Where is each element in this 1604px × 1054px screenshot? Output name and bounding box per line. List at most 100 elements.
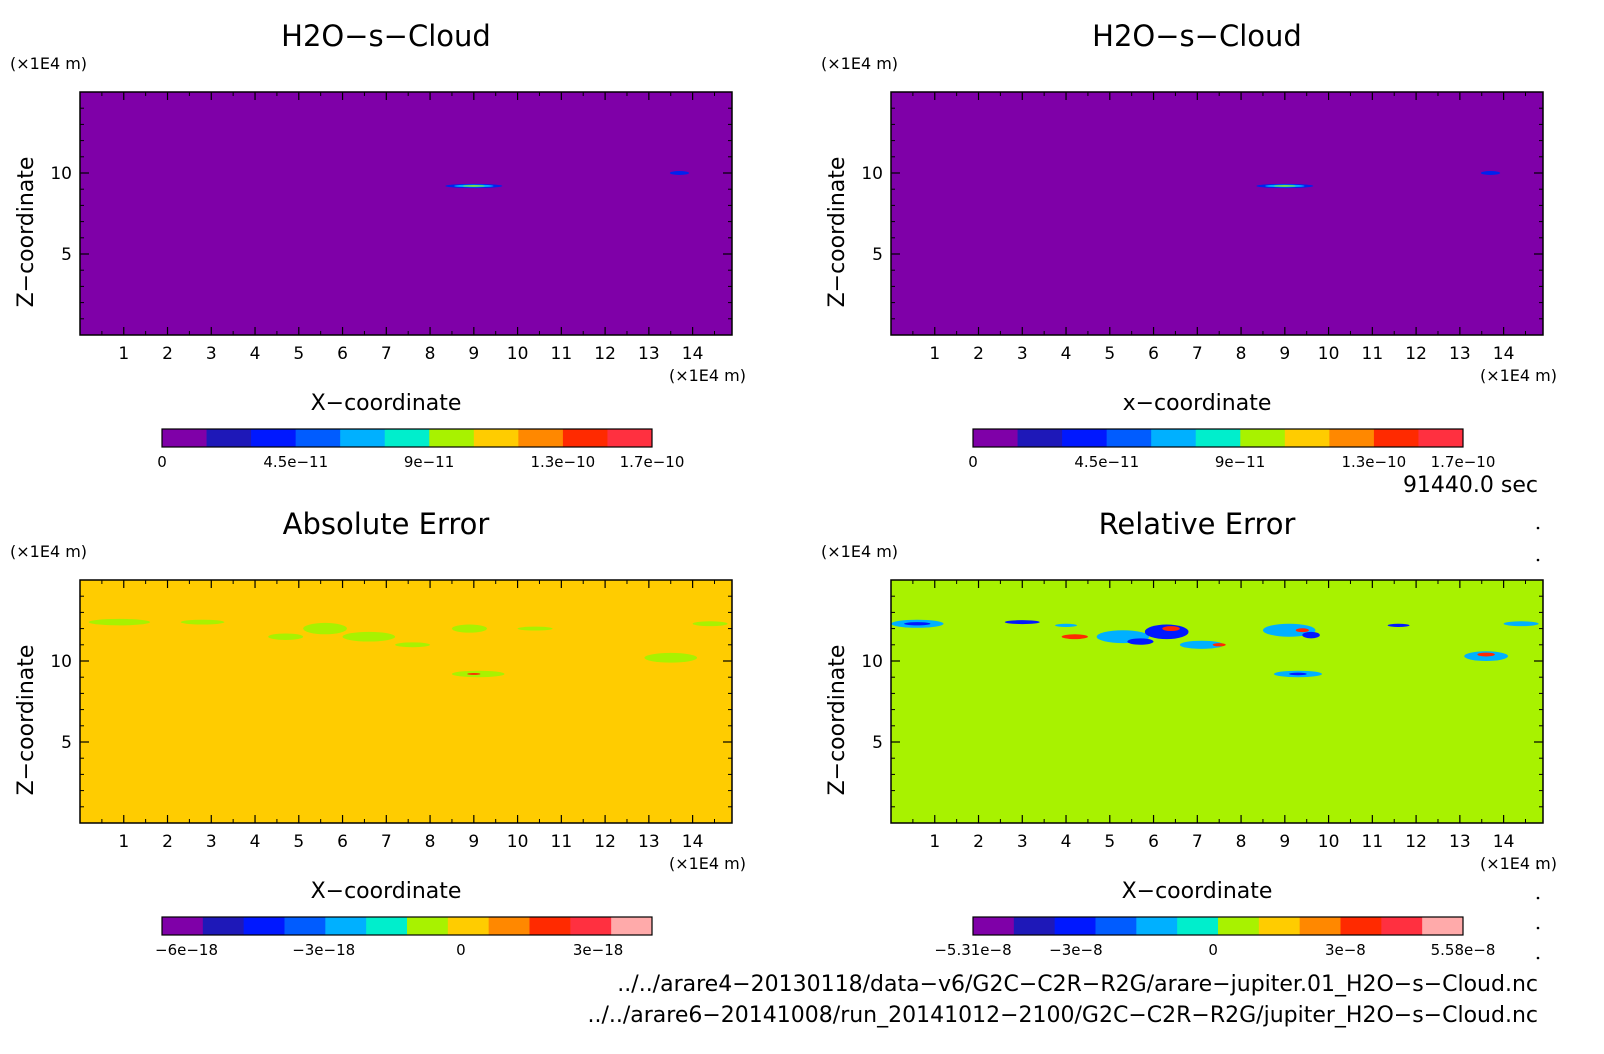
x-tick-label: 1 — [929, 344, 940, 364]
y-axis-label: Z−coordinate — [14, 645, 39, 796]
colorbar-frame — [972, 916, 1464, 936]
x-tick-label: 14 — [1493, 832, 1515, 852]
field-feature — [1004, 620, 1040, 625]
x-tick-label: 3 — [1017, 832, 1028, 852]
colorbar-swatch — [1062, 429, 1108, 447]
x-tick-label: 6 — [337, 832, 348, 852]
x-tick-label: 3 — [1017, 344, 1028, 364]
plot-background — [80, 580, 732, 823]
y-tick-label: 5 — [61, 733, 72, 753]
x-tick-label: 10 — [1318, 344, 1340, 364]
x-tick-label: 5 — [293, 344, 304, 364]
colorbar-swatch — [1340, 917, 1382, 935]
field-feature — [462, 185, 485, 187]
colorbar-swatch — [325, 917, 367, 935]
colorbar-swatch — [1054, 917, 1096, 935]
colorbar-swatch — [1218, 917, 1260, 935]
y-tick-label: 10 — [50, 652, 72, 672]
colorbar-swatch — [562, 429, 608, 447]
field-feature — [517, 626, 553, 631]
x-tick-label: 12 — [594, 344, 616, 364]
field-feature — [342, 631, 396, 642]
colorbar-tick-label: 5.58e−8 — [1431, 941, 1496, 959]
x-tick-label: 14 — [682, 344, 704, 364]
colorbar-tick-label: 0 — [968, 453, 978, 471]
x-tick-label: 1 — [929, 832, 940, 852]
colorbar-tick-label: 9e−11 — [404, 453, 454, 471]
y-unit-label: (×1E4 m) — [821, 542, 898, 561]
colorbar-swatch — [206, 429, 252, 447]
field-features — [445, 171, 690, 189]
x-axis-label: X−coordinate — [311, 879, 462, 904]
colorbar-swatch — [1177, 917, 1219, 935]
x-tick-label: 7 — [1192, 832, 1203, 852]
x-tick-label: 5 — [293, 832, 304, 852]
x-tick-label: 9 — [1279, 832, 1290, 852]
x-tick-label: 4 — [1061, 832, 1072, 852]
x-tick-label: 11 — [1362, 344, 1384, 364]
x-tick-label: 13 — [638, 344, 660, 364]
x-axis-label: X−coordinate — [1122, 879, 1273, 904]
y-tick-label: 5 — [61, 245, 72, 265]
y-unit-label: (×1E4 m) — [10, 542, 87, 561]
colorbar-swatch — [1329, 429, 1375, 447]
colorbar-tick-label: −5.31e−8 — [934, 941, 1011, 959]
colorbar-swatch — [1017, 429, 1063, 447]
plot-background — [80, 92, 732, 335]
colorbar: −6e−18 −3e−18 0 3e−18 — [155, 916, 653, 959]
colorbar-swatch — [518, 429, 564, 447]
colorbar-swatch — [1258, 917, 1301, 935]
plot-frame — [890, 91, 1544, 336]
plot-background — [891, 92, 1543, 335]
field-feature — [467, 672, 481, 675]
colorbar-tick-label: 1.7e−10 — [1431, 453, 1496, 471]
field-features — [891, 619, 1539, 678]
x-tick-label: 10 — [507, 344, 529, 364]
panels: H2O−s−Cloud(×1E4 m)1 2 3 4 5 6 7 8 9 10 11 12 13 1451… — [10, 19, 1557, 959]
field-feature — [1162, 626, 1180, 632]
x-tick-label: 13 — [1449, 832, 1471, 852]
x-axis-label: X−coordinate — [311, 391, 462, 416]
field-feature — [1179, 640, 1224, 649]
colorbar-tick-label: −6e−18 — [155, 941, 218, 959]
colorbar-frame — [161, 916, 653, 936]
colorbar-swatch — [1422, 917, 1464, 935]
margin-dots — [1536, 526, 1540, 960]
field-feature — [644, 652, 697, 663]
colorbar-swatch — [1195, 429, 1241, 447]
x-tick-label: 13 — [638, 832, 660, 852]
colorbar-swatch — [1095, 917, 1137, 935]
x-unit-label: (×1E4 m) — [1480, 854, 1557, 873]
y-tick-label: 10 — [861, 164, 883, 184]
field-feature — [1212, 643, 1226, 647]
plot-frame — [79, 579, 733, 824]
colorbar-swatch — [1373, 429, 1419, 447]
x-tick-label: 2 — [973, 344, 984, 364]
x-tick-label: 12 — [1405, 344, 1427, 364]
y-tick-label: 5 — [872, 733, 883, 753]
x-tick-label: 2 — [162, 832, 173, 852]
field-feature — [904, 622, 931, 626]
colorbar: 0 4.5e−11 9e−11 1.3e−10 1.7e−10 — [968, 428, 1496, 471]
colorbar-tick-label: 0 — [157, 453, 167, 471]
x-tick-label: 8 — [1236, 832, 1247, 852]
colorbar-swatch — [251, 429, 297, 447]
x-tick-label: 1 — [118, 344, 129, 364]
colorbar-tick-label: 9e−11 — [1215, 453, 1265, 471]
colorbar-tick-label: 3e−8 — [1325, 941, 1366, 959]
field-feature — [268, 633, 304, 640]
colorbar-swatch — [529, 917, 571, 935]
x-tick-label: 4 — [250, 832, 261, 852]
x-unit-label: (×1E4 m) — [669, 366, 746, 385]
y-axis-label: Z−coordinate — [14, 157, 39, 308]
colorbar-tick-label: 1.3e−10 — [530, 453, 595, 471]
x-tick-label: 6 — [1148, 832, 1159, 852]
field-feature — [1387, 623, 1410, 627]
x-tick-label: 2 — [973, 832, 984, 852]
colorbar-swatch — [1418, 429, 1464, 447]
panel-title: Relative Error — [1099, 507, 1296, 541]
field-feature — [180, 619, 225, 625]
x-tick-label: 9 — [468, 344, 479, 364]
field-feature — [451, 624, 487, 633]
x-axis-label: x−coordinate — [1123, 391, 1272, 416]
